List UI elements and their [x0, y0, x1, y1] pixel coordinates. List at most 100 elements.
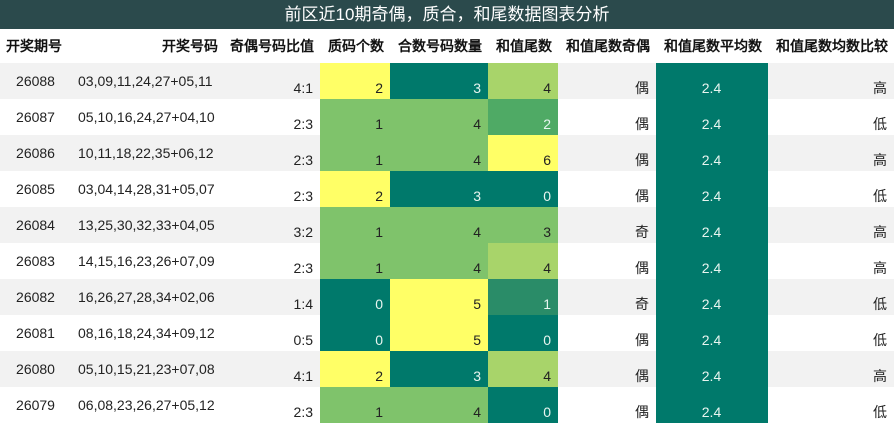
cell-sum-tail-comparison: 低: [873, 116, 887, 132]
cell-odd-even-ratio: 2:3: [293, 116, 313, 132]
cell-sum-tail-comparison: 低: [768, 279, 894, 315]
cell-sum-tail: 0: [488, 315, 558, 351]
table-row: 26079 06,08,23,26,27+05,12 2:3 1 4 0 偶 2.4 低: [0, 387, 894, 423]
cell-odd-even-ratio: 4:1: [224, 351, 320, 387]
table-title: 前区近10期奇偶，质合，和尾数据图表分析: [0, 0, 894, 29]
cell-sum-tail-parity: 偶: [635, 332, 649, 348]
cell-sum-tail-average: 2.4: [656, 135, 768, 171]
header-sum-tail: 和值尾数: [488, 29, 558, 63]
cell-sum-tail-comparison: 高: [768, 135, 894, 171]
table-row: 26082 16,26,27,28,34+02,06 1:4 0 5 1 奇 2.4 低: [0, 279, 894, 315]
cell-sum-tail-comparison: 低: [873, 404, 887, 420]
cell-numbers: 10,11,18,22,35+06,12: [72, 135, 224, 171]
cell-composite-count: 5: [390, 315, 488, 351]
cell-odd-even-ratio: 2:3: [293, 404, 313, 420]
cell-sum-tail-parity: 偶: [558, 63, 656, 99]
cell-numbers: 05,10,15,21,23+07,08: [72, 351, 224, 387]
cell-sum-tail: 4: [488, 63, 558, 99]
cell-numbers: 16,26,27,28,34+02,06: [72, 279, 224, 315]
cell-prime-count: 1: [320, 207, 390, 243]
cell-sum-tail-average: 2.4: [656, 351, 768, 387]
cell-prime-count: 2: [320, 171, 390, 207]
cell-prime-count: 0: [320, 279, 390, 315]
cell-sum-tail-comparison: 高: [768, 351, 894, 387]
cell-sum-tail-comparison: 低: [873, 188, 887, 204]
cell-issue: 26079: [16, 397, 55, 413]
cell-sum-tail-average: 2.4: [656, 279, 768, 315]
cell-prime-count: 1: [320, 99, 390, 135]
header-prime-count: 质码个数: [320, 29, 390, 63]
table-row: 26080 05,10,15,21,23+07,08 4:1 2 3 4 偶 2.4 高: [0, 351, 894, 387]
cell-sum-tail-parity: 奇: [558, 207, 656, 243]
cell-sum-tail-parity: 偶: [558, 135, 656, 171]
cell-odd-even-ratio: 2:3: [224, 135, 320, 171]
cell-sum-tail: 0: [488, 387, 558, 423]
cell-prime-count: 2: [320, 351, 390, 387]
cell-composite-count: 4: [390, 243, 488, 279]
cell-prime-count: 1: [320, 387, 390, 423]
header-issue: 开奖期号: [0, 29, 72, 63]
cell-prime-count: 1: [320, 243, 390, 279]
cell-issue: 26086: [0, 135, 72, 171]
header-sum-tail-average: 和值尾数平均数: [656, 29, 768, 63]
table-row: 26083 14,15,16,23,26+07,09 2:3 1 4 4 偶 2.4 高: [0, 243, 894, 279]
cell-composite-count: 4: [390, 387, 488, 423]
cell-sum-tail-parity: 偶: [635, 404, 649, 420]
header-sum-tail-parity: 和值尾数奇偶: [558, 29, 656, 63]
cell-numbers: 05,10,16,24,27+04,10: [78, 109, 215, 125]
cell-composite-count: 4: [390, 99, 488, 135]
header-odd-even-ratio: 奇偶号码比值: [224, 29, 320, 63]
table-row: 26087 05,10,16,24,27+04,10 2:3 1 4 2 偶 2.4 低: [0, 99, 894, 135]
cell-sum-tail-comparison: 高: [768, 63, 894, 99]
cell-sum-tail-average: 2.4: [656, 243, 768, 279]
cell-composite-count: 3: [390, 171, 488, 207]
header-numbers: 开奖号码: [72, 29, 224, 63]
cell-sum-tail-parity: 偶: [635, 188, 649, 204]
cell-sum-tail-comparison: 高: [768, 207, 894, 243]
header-composite-count: 合数号码数量: [390, 29, 488, 63]
cell-sum-tail: 2: [488, 99, 558, 135]
cell-sum-tail-average: 2.4: [656, 387, 768, 423]
cell-prime-count: 1: [320, 135, 390, 171]
cell-sum-tail: 0: [488, 171, 558, 207]
cell-sum-tail: 4: [488, 243, 558, 279]
cell-composite-count: 3: [390, 351, 488, 387]
cell-issue: 26084: [0, 207, 72, 243]
cell-composite-count: 4: [390, 207, 488, 243]
cell-sum-tail: 6: [488, 135, 558, 171]
cell-numbers: 08,16,18,24,34+09,12: [78, 325, 215, 341]
table-row: 26081 08,16,18,24,34+09,12 0:5 0 5 0 偶 2.4 低: [0, 315, 894, 351]
cell-issue: 26085: [16, 181, 55, 197]
cell-sum-tail-average: 2.4: [656, 63, 768, 99]
table-body: 26088 03,09,11,24,27+05,11 4:1 2 3 4 偶 2.4 高 2608…: [0, 63, 894, 423]
cell-odd-even-ratio: 4:1: [224, 63, 320, 99]
analysis-table: 开奖期号 开奖号码 奇偶号码比值 质码个数 合数号码数量 和值尾数 和值尾数奇偶…: [0, 29, 894, 423]
cell-sum-tail-average: 2.4: [656, 315, 768, 351]
table-row: 26084 13,25,30,32,33+04,05 3:2 1 4 3 奇 2.4 高: [0, 207, 894, 243]
cell-prime-count: 0: [320, 315, 390, 351]
cell-numbers: 13,25,30,32,33+04,05: [72, 207, 224, 243]
cell-odd-even-ratio: 2:3: [293, 260, 313, 276]
cell-composite-count: 3: [390, 63, 488, 99]
cell-sum-tail: 4: [488, 351, 558, 387]
cell-numbers: 03,09,11,24,27+05,11: [72, 63, 224, 99]
cell-odd-even-ratio: 2:3: [293, 188, 313, 204]
cell-sum-tail-parity: 偶: [635, 116, 649, 132]
cell-sum-tail-average: 2.4: [656, 171, 768, 207]
cell-odd-even-ratio: 3:2: [224, 207, 320, 243]
header-row: 开奖期号 开奖号码 奇偶号码比值 质码个数 合数号码数量 和值尾数 和值尾数奇偶…: [0, 29, 894, 63]
cell-issue: 26081: [16, 325, 55, 341]
cell-numbers: 03,04,14,28,31+05,07: [78, 181, 215, 197]
cell-odd-even-ratio: 1:4: [224, 279, 320, 315]
cell-issue: 26087: [16, 109, 55, 125]
cell-issue: 26083: [16, 253, 55, 269]
cell-issue: 26080: [0, 351, 72, 387]
header-sum-tail-comparison: 和值尾数均数比较: [768, 29, 894, 63]
cell-issue: 26082: [0, 279, 72, 315]
table-row: 26088 03,09,11,24,27+05,11 4:1 2 3 4 偶 2.4 高: [0, 63, 894, 99]
cell-numbers: 06,08,23,26,27+05,12: [78, 397, 215, 413]
table-row: 26085 03,04,14,28,31+05,07 2:3 2 3 0 偶 2.4 低: [0, 171, 894, 207]
cell-composite-count: 5: [390, 279, 488, 315]
cell-sum-tail-comparison: 高: [873, 260, 887, 276]
